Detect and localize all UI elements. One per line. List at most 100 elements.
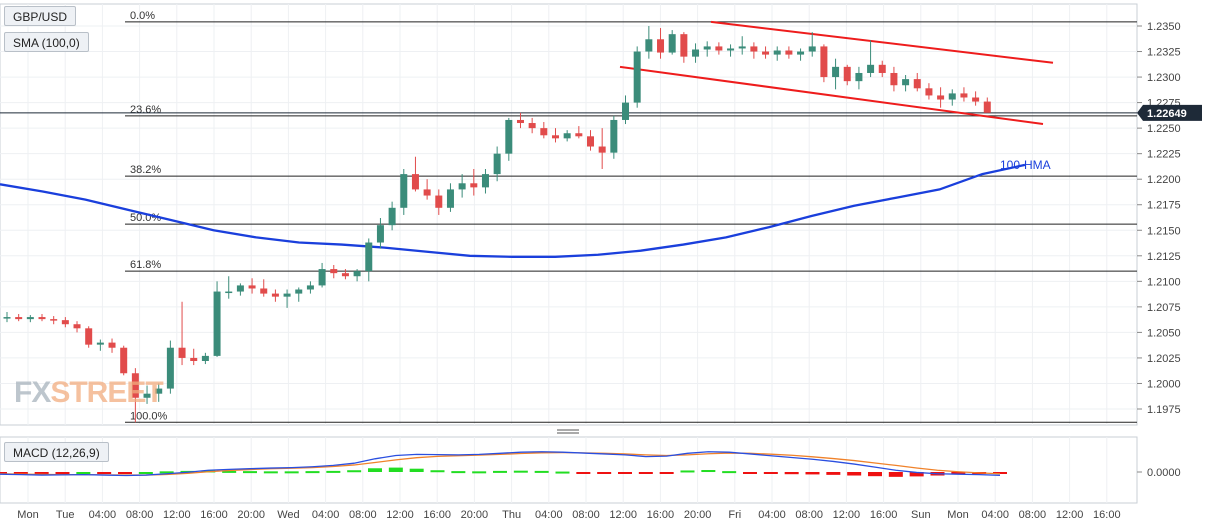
candle-bull [481,174,489,188]
macd-histogram-bar [743,472,757,474]
candle-bull [797,51,805,55]
candle-bear [913,79,921,89]
candle-bull [703,46,711,50]
candle-bear [972,97,980,102]
candle-bull [727,48,735,51]
candle-bull [143,393,151,398]
x-tick-label: Sun [911,509,931,521]
macd-indicator-label[interactable]: MACD (12,26,9) [4,442,109,462]
x-tick-label: 08:00 [572,509,600,521]
candle-bull [633,51,641,103]
price-badge-text: 1.22649 [1147,108,1187,120]
y-tick-label: 1.1975 [1147,404,1181,416]
x-tick-label: Mon [947,509,968,521]
candle-bull [738,46,746,49]
candle-bull [563,133,571,139]
macd-histogram-bar [909,472,924,477]
candle-bear [715,46,723,51]
candle-bear [540,128,548,136]
macd-histogram-bar [805,472,820,475]
macd-histogram-bar [472,471,487,474]
macd-histogram-bar [868,472,882,477]
x-tick-label: 12:00 [386,509,414,521]
candle-bear [575,133,583,137]
macd-histogram-bar [430,470,445,473]
candle-bull [283,293,291,297]
candle-bear [983,101,991,113]
macd-histogram-bar [763,472,778,474]
y-tick-label: 1.2175 [1147,200,1181,212]
macd-histogram-bar [222,470,237,473]
macd-histogram-bar [826,472,841,475]
x-tick-label: 16:00 [200,509,228,521]
candle-bear [423,189,431,196]
candle-bull [306,285,314,290]
macd-histogram-bar [326,470,341,473]
candle-bear [960,93,968,98]
x-tick-label: 16:00 [1093,509,1121,521]
candle-bear [528,123,536,129]
x-tick-label: Fri [728,509,741,521]
candle-bull [376,225,384,243]
candle-bull [225,291,233,294]
x-tick-label: Mon [17,509,38,521]
candle-bull [388,207,396,226]
candle-bear [890,72,898,86]
y-tick-label: 1.2050 [1147,327,1181,339]
candle-bull [365,242,373,272]
candle-bull [948,93,956,100]
candle-bear [551,135,559,139]
x-tick-label: Wed [277,509,299,521]
candle-bull [155,388,163,394]
macd-histogram-bar [493,470,507,473]
macd-histogram-bar [243,471,257,474]
candle-bear [178,347,186,358]
macd-histogram-bar [159,471,174,474]
candle-bear [248,285,256,289]
y-tick-label: 1.2025 [1147,353,1181,365]
candle-bull [610,119,618,153]
x-tick-label: 04:00 [981,509,1009,521]
candle-bull [295,289,303,294]
macd-histogram-bar [784,472,799,475]
y-tick-label: 1.2300 [1147,72,1181,84]
x-tick-label: 20:00 [684,509,712,521]
x-tick-label: 20:00 [461,509,489,521]
channel-lower-line [619,65,1044,126]
candle-bull [773,50,781,55]
fib-level-label: 61.8% [130,259,161,271]
x-tick-label: 08:00 [349,509,377,521]
candle-bull [808,46,816,52]
candle-bull [213,291,221,356]
x-tick-label: 08:00 [1019,509,1047,521]
candle-bear [190,357,198,361]
macd-histogram-bar [597,472,612,474]
macd-histogram-bar [555,471,570,474]
candle-bull [668,34,676,53]
candle-bear [598,146,606,153]
sma-indicator-label[interactable]: SMA (100,0) [4,32,89,52]
macd-histogram-bar [534,470,549,473]
price-pane [0,3,1138,426]
candle-bear [878,64,886,73]
candle-bull [3,317,11,319]
macd-histogram-bar [305,471,320,474]
candle-bear [38,317,46,320]
y-tick-label: 1.2250 [1147,123,1181,135]
macd-histogram-bar [701,470,716,473]
candle-bear [657,39,665,53]
macd-histogram-bar [368,468,382,472]
macd-histogram-bar [138,472,153,474]
candle-bull [26,317,34,320]
candle-bull [236,285,244,292]
x-tick-label: 12:00 [163,509,191,521]
candle-bear [50,319,58,321]
candle-bull [166,347,174,389]
candle-bear [516,119,524,124]
price-badge-bg [1137,104,1202,121]
candle-bull [96,342,104,345]
macd-histogram-bar [97,472,112,474]
candle-bear [785,50,793,55]
y-tick-label: 1.2200 [1147,174,1181,186]
